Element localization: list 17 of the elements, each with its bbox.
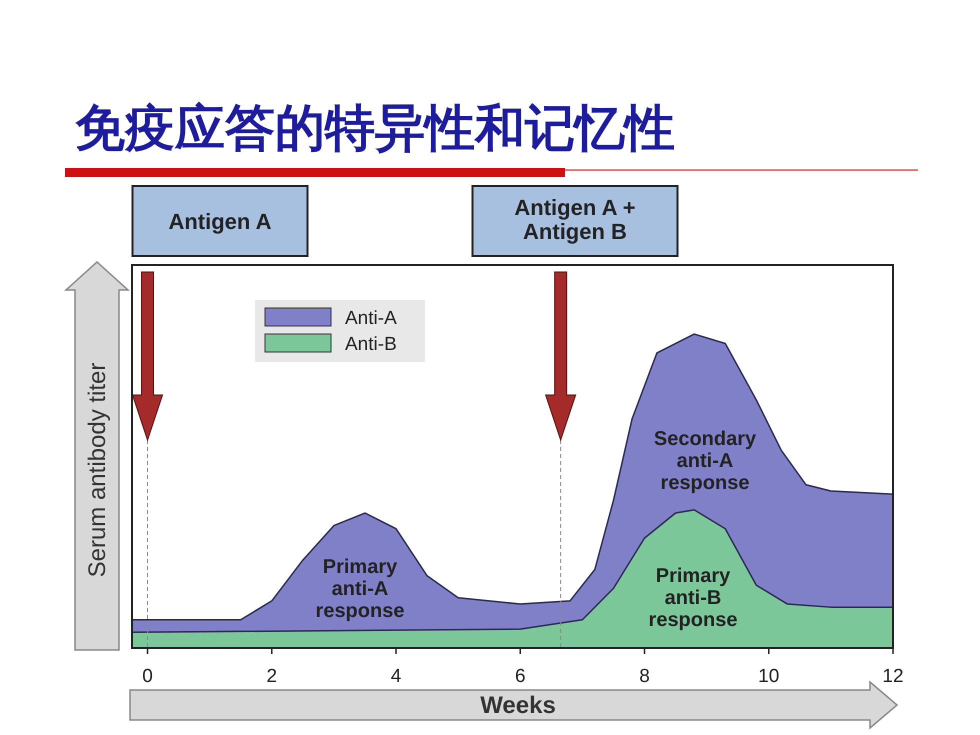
x-tick-label: 0 (142, 666, 153, 687)
x-tick-label: 6 (514, 666, 526, 687)
y-axis-title: Serum antibody titer (84, 362, 111, 578)
x-tick-label: 12 (882, 666, 904, 687)
text: Antigen A (168, 209, 272, 234)
chart-title: 免疫应答的特异性和记忆性 (75, 99, 675, 157)
legend-label: Anti-A (345, 308, 398, 329)
legend-label: Anti-B (345, 334, 397, 355)
annotation: Primary anti-A response (316, 556, 404, 622)
x-tick-label: 8 (639, 666, 650, 687)
annotation: Primary anti-B response (648, 565, 738, 631)
x-tick-label: 2 (266, 666, 278, 687)
text: Antigen A + Antigen B (514, 194, 636, 244)
x-axis-title: Weeks (480, 692, 556, 719)
x-tick-label: 4 (390, 666, 402, 687)
annotation: Secondary anti-A response (654, 428, 758, 494)
x-tick-label: 10 (758, 666, 780, 687)
